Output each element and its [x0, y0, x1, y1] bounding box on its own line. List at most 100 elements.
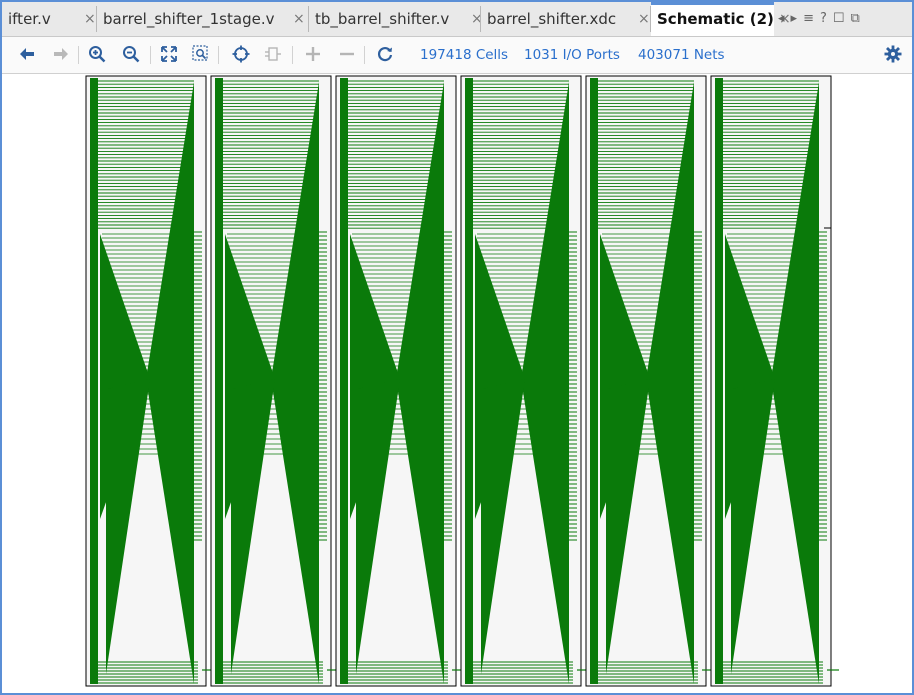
left-trunk: [215, 78, 223, 684]
tab-barrel-shifter-xdc[interactable]: barrel_shifter.xdc ×: [481, 2, 650, 36]
restore-icon[interactable]: ⧉: [850, 11, 860, 26]
net-bus-middle: [727, 233, 817, 371]
forward-button[interactable]: [50, 43, 72, 65]
back-button[interactable]: [16, 43, 38, 65]
left-trunk: [465, 78, 473, 684]
net-bus-bottom: [592, 661, 698, 684]
mux-fan-lower-left: [481, 379, 525, 674]
net-bus-lower: [602, 388, 692, 455]
expand-button[interactable]: [302, 43, 324, 65]
cells-count[interactable]: 197418 Cells: [420, 47, 509, 63]
expand-icon: [306, 47, 320, 61]
zoom-in-button[interactable]: [86, 43, 108, 65]
net-bus-upper: [342, 80, 444, 229]
schematic-toolbar: 197418 Cells 1031 I/O Ports 403071 Nets: [2, 37, 912, 74]
mux-fan-right: [396, 82, 444, 684]
collapse-button[interactable]: [262, 43, 284, 65]
net-bus-bottom: [467, 661, 573, 684]
port-column: [442, 231, 452, 541]
schematic-drawing[interactable]: [2, 74, 912, 693]
net-bus-middle: [352, 233, 442, 371]
refresh-button[interactable]: [374, 43, 396, 65]
scroll-left-icon[interactable]: ◂: [778, 11, 785, 26]
toolbar-divider: [218, 46, 219, 64]
zoom-in-icon: [89, 46, 106, 63]
remove-button[interactable]: [336, 43, 358, 65]
zoom-area-icon: [192, 45, 208, 61]
schematic-block: [335, 75, 464, 687]
mux-fan-lower-left: [106, 379, 150, 674]
mux-fan-right: [146, 82, 194, 684]
toolbar-divider: [150, 46, 151, 64]
net-bus-lower: [727, 388, 817, 455]
left-trunk: [590, 78, 598, 684]
net-bus-bottom: [342, 661, 448, 684]
refresh-icon: [377, 47, 393, 62]
mux-fan-right: [771, 82, 819, 684]
tab-divider: [308, 6, 309, 32]
schematic-canvas[interactable]: [2, 74, 912, 693]
tab-menu-icon[interactable]: ≡: [803, 11, 814, 26]
left-trunk: [715, 78, 723, 684]
tab-label: tb_barrel_shifter.v: [315, 10, 450, 28]
schematic-block: [710, 75, 839, 687]
tab-schematic-2[interactable]: Schematic (2) ×: [651, 2, 791, 36]
nets-count[interactable]: 403071 Nets: [638, 47, 725, 63]
tab-label: barrel_shifter_1stage.v: [103, 10, 275, 28]
close-icon[interactable]: ×: [638, 11, 650, 27]
port-column: [317, 231, 327, 541]
net-bus-lower: [477, 388, 567, 455]
tab-label: Schematic (2): [657, 10, 774, 28]
net-bus-middle: [602, 233, 692, 371]
net-bus-lower: [352, 388, 442, 455]
tab-divider: [480, 6, 481, 32]
net-bus-bottom: [217, 661, 323, 684]
net-bus-bottom: [717, 661, 823, 684]
schematic-block: [585, 75, 714, 687]
collapse-icon: [265, 47, 281, 61]
toolbar-divider: [292, 46, 293, 64]
left-trunk: [90, 78, 98, 684]
schematic-block: [210, 75, 339, 687]
mux-fan-right: [521, 82, 569, 684]
schematic-block: [85, 75, 214, 687]
net-bus-lower: [102, 388, 192, 455]
toolbar-divider: [78, 46, 79, 64]
close-icon[interactable]: ×: [779, 11, 791, 27]
tab-barrel-shifter[interactable]: ifter.v ×: [2, 2, 96, 36]
close-icon[interactable]: ×: [471, 11, 483, 27]
mux-fan-lower-left: [231, 379, 275, 674]
zoom-area-button[interactable]: [190, 43, 212, 65]
maximize-icon[interactable]: ☐: [832, 11, 845, 26]
zoom-fit-button[interactable]: [158, 43, 180, 65]
settings-button[interactable]: [882, 43, 904, 65]
scroll-right-icon[interactable]: ▸: [790, 11, 798, 26]
mux-fan-lower-left: [731, 379, 775, 674]
zoom-out-button[interactable]: [120, 43, 142, 65]
tab-tb-barrel-shifter[interactable]: tb_barrel_shifter.v ×: [309, 2, 483, 36]
help-icon[interactable]: ?: [819, 11, 827, 26]
back-icon: [20, 48, 34, 60]
tab-barrel-shifter-1stage[interactable]: barrel_shifter_1stage.v ×: [97, 2, 305, 36]
editor-tab-bar: ifter.v × barrel_shifter_1stage.v × tb_b…: [2, 2, 912, 37]
tab-controls: ◂ ▸ ≡ ? ☐ ⧉: [778, 11, 860, 26]
net-bus-lower: [227, 388, 317, 455]
settings-icon: [884, 45, 902, 63]
io-ports-count[interactable]: 1031 I/O Ports: [524, 47, 620, 63]
net-bus-middle: [227, 233, 317, 371]
tab-label: barrel_shifter.xdc: [487, 10, 617, 28]
feedback-net: [824, 78, 832, 229]
schematic-block: [460, 75, 589, 687]
port-column: [567, 231, 577, 541]
net-bus-bottom: [92, 661, 198, 684]
close-icon[interactable]: ×: [293, 11, 305, 27]
tab-label: ifter.v: [8, 10, 51, 28]
net-bus-middle: [102, 233, 192, 371]
tab-divider: [96, 6, 97, 32]
left-trunk: [340, 78, 348, 684]
center-button[interactable]: [230, 43, 252, 65]
close-icon[interactable]: ×: [84, 11, 96, 27]
port-column: [817, 231, 827, 541]
mux-fan-lower-left: [606, 379, 650, 674]
